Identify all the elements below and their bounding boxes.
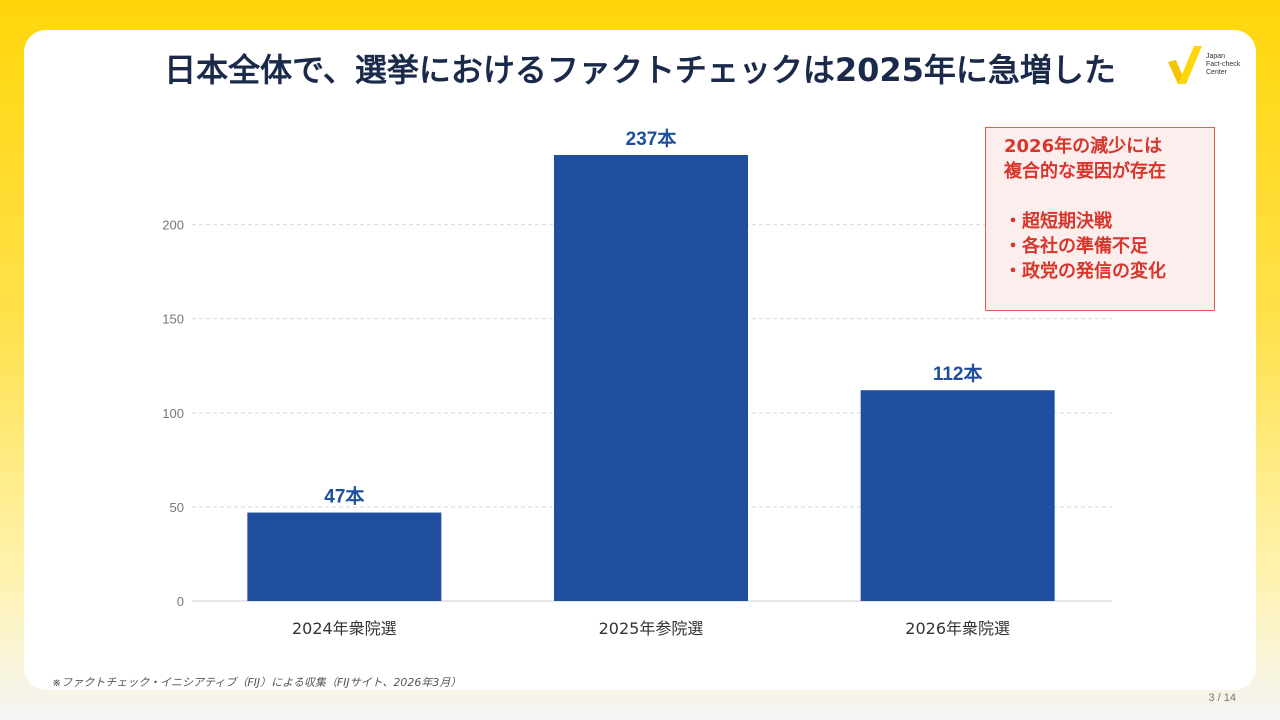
category-label: 2024年衆院選 [292,619,397,638]
source-note: ※ファクトチェック・イニシアティブ（FIJ）による収集（FIJサイト、2026年… [52,676,462,689]
bar [860,390,1055,601]
y-tick-label: 100 [162,406,184,421]
y-tick-label: 200 [162,218,184,233]
y-tick-label: 50 [170,500,184,515]
category-label: 2026年衆院選 [905,619,1010,638]
bar [247,512,442,601]
callout-box: 2026年の減少には 複合的な要因が存在 ・超短期決戦 ・各社の準備不足 ・政党… [985,127,1215,311]
callout-item: ・政党の発信の変化 [1004,261,1166,282]
y-tick-label: 0 [177,594,184,609]
data-label: 237本 [626,127,677,150]
logo-line-3: Center [1206,69,1228,76]
logo-line-1: Japan [1206,53,1226,60]
logo-line-2: Fact-check [1206,61,1241,68]
callout-heading-1: 2026年の減少には [1004,136,1163,157]
slide-title: 日本全体で、選挙におけるファクトチェックは2025年に急増した [164,51,1116,89]
callout-heading-2: 複合的な要因が存在 [1004,161,1166,182]
y-tick-label: 150 [162,312,184,327]
data-label: 47本 [324,485,364,508]
category-label: 2025年参院選 [599,619,704,638]
page-number: 3 / 14 [1208,692,1236,704]
jfc-logo: Japan Fact-check Center [1166,44,1256,90]
callout-item: ・各社の準備不足 [1004,236,1148,257]
bar [554,155,748,601]
check-mark-icon [1168,46,1202,84]
callout-item: ・超短期決戦 [1004,211,1112,232]
data-label: 112本 [933,362,983,385]
logo-wordmark: Japan Fact-check Center [1206,53,1240,77]
